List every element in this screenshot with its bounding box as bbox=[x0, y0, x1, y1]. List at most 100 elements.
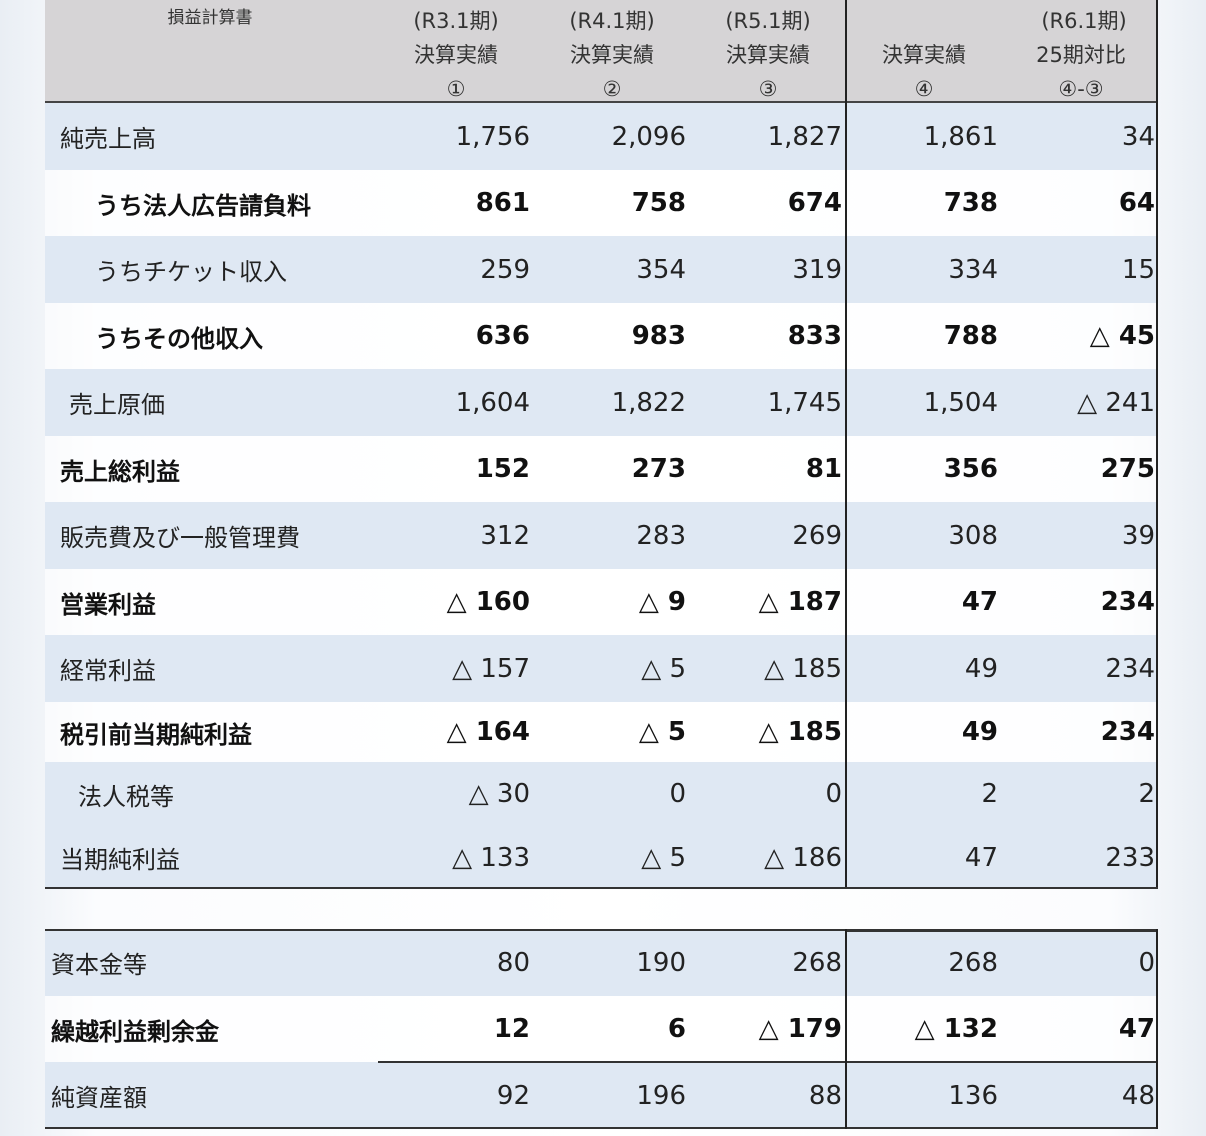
cell-value: 47 bbox=[964, 842, 998, 873]
header-mark: ③ bbox=[758, 77, 778, 101]
row-label: 当期純利益 bbox=[60, 846, 180, 874]
cell-value: 0 bbox=[825, 779, 842, 809]
row-label: 経常利益 bbox=[60, 657, 156, 685]
cell-value: 983 bbox=[631, 321, 686, 351]
header-column-1: (R3.1期) 決算実績 ① bbox=[381, 4, 531, 106]
cell-value: △ 185 bbox=[758, 717, 842, 747]
cell-value: △ 160 bbox=[446, 587, 530, 617]
table-rule bbox=[1156, 929, 1158, 1129]
row-label: 売上原価 bbox=[69, 391, 165, 419]
cell-value: 308 bbox=[948, 520, 998, 551]
cell-value: △ 187 bbox=[758, 587, 842, 617]
cell-value: 0 bbox=[1138, 947, 1155, 978]
cell-value: 2 bbox=[1138, 779, 1155, 809]
table-row: 純売上高 1,756 2,096 1,827 1,861 34 bbox=[45, 103, 1158, 170]
cell-value: 49 bbox=[964, 653, 998, 684]
header-title: 損益計算書 bbox=[167, 8, 253, 28]
cell-value: 39 bbox=[1121, 520, 1155, 551]
header-column-4: (R6.1期) 決算実績 ④ bbox=[849, 4, 1127, 106]
row-label: 法人税等 bbox=[78, 782, 174, 811]
cell-value: △ 132 bbox=[914, 1014, 998, 1044]
header-mark: ② bbox=[602, 77, 622, 101]
table-bottom-border bbox=[45, 887, 1158, 889]
cell-value: 136 bbox=[948, 1080, 998, 1111]
cell-value: 1,822 bbox=[611, 387, 686, 418]
header-label: 決算実績 bbox=[726, 43, 810, 67]
cell-value: 275 bbox=[1100, 454, 1155, 484]
cell-value: △ 133 bbox=[452, 842, 530, 873]
cell-value: 788 bbox=[943, 321, 998, 351]
row-label: 資本金等 bbox=[51, 951, 147, 979]
cell-value: 81 bbox=[805, 454, 842, 484]
table-row: うちその他収入 636 983 833 788 △ 45 bbox=[45, 303, 1158, 369]
table-row: 法人税等 △ 30 0 0 2 2 bbox=[45, 762, 1158, 826]
cell-value: 268 bbox=[792, 947, 842, 978]
header-period: (R3.1期) bbox=[413, 9, 499, 33]
header-label: 決算実績 bbox=[882, 43, 966, 67]
cell-value: 190 bbox=[636, 947, 686, 978]
cell-value: 1,604 bbox=[455, 387, 530, 418]
cell-value: △ 157 bbox=[452, 653, 530, 684]
cell-value: 674 bbox=[787, 188, 842, 218]
table-rule bbox=[45, 929, 1158, 931]
cell-value: 319 bbox=[792, 254, 842, 285]
cell-value: 312 bbox=[480, 520, 530, 551]
table-row: 営業利益 △ 160 △ 9 △ 187 47 234 bbox=[45, 569, 1158, 635]
cell-value: 334 bbox=[948, 254, 998, 285]
table-header: 損益計算書 (R3.1期) 決算実績 ① (R4.1期) 決算実績 ② (R5.1期) 決算実… bbox=[45, 0, 1158, 103]
cell-value: △ 241 bbox=[1077, 387, 1155, 418]
table-row: うち法人広告請負料 861 758 674 738 64 bbox=[45, 170, 1158, 236]
cell-value: 47 bbox=[961, 587, 998, 617]
cell-value: 0 bbox=[669, 779, 686, 809]
header-label: 25期対比 bbox=[1036, 43, 1126, 67]
cell-value: 34 bbox=[1121, 121, 1155, 152]
cell-value: 92 bbox=[496, 1080, 530, 1111]
cell-value: 1,745 bbox=[767, 387, 842, 418]
header-mark: ④-③ bbox=[1058, 77, 1104, 101]
cell-value: 354 bbox=[636, 254, 686, 285]
header-label: 決算実績 bbox=[414, 43, 498, 67]
table-row: 税引前当期純利益 △ 164 △ 5 △ 185 49 234 bbox=[45, 702, 1158, 762]
table-rule bbox=[845, 929, 847, 1129]
cell-value: 48 bbox=[1121, 1080, 1155, 1111]
cell-value: △ 185 bbox=[764, 653, 842, 684]
cell-value: 1,827 bbox=[767, 121, 842, 152]
header-period: (R5.1期) bbox=[725, 9, 811, 33]
cell-value: △ 164 bbox=[446, 717, 530, 747]
header-column-3: (R5.1期) 決算実績 ③ bbox=[693, 4, 843, 106]
cell-value: 233 bbox=[1105, 842, 1155, 873]
cell-value: △ 45 bbox=[1089, 321, 1155, 351]
cell-value: 1,861 bbox=[923, 121, 998, 152]
cell-value: 152 bbox=[475, 454, 530, 484]
cell-value: △ 5 bbox=[641, 842, 686, 873]
cell-value: 49 bbox=[961, 717, 998, 747]
cell-value: 636 bbox=[475, 321, 530, 351]
cell-value: 1,504 bbox=[923, 387, 998, 418]
cell-value: 356 bbox=[943, 454, 998, 484]
row-label: 純売上高 bbox=[60, 125, 156, 153]
cell-value: △ 186 bbox=[764, 842, 842, 873]
table-rule bbox=[378, 1061, 1158, 1063]
cell-value: 234 bbox=[1100, 587, 1155, 617]
table-row: 売上原価 1,604 1,822 1,745 1,504 △ 241 bbox=[45, 369, 1158, 436]
cell-value: 2 bbox=[981, 779, 998, 809]
cell-value: △ 30 bbox=[468, 779, 530, 809]
header-period: (R6.1期) bbox=[1041, 9, 1127, 33]
cell-value: 738 bbox=[943, 188, 998, 218]
income-statement-table: 純売上高 1,756 2,096 1,827 1,861 34 うち法人広告請負料 861 75… bbox=[45, 103, 1158, 889]
row-label: うちチケット収入 bbox=[95, 258, 287, 286]
cell-value: 268 bbox=[948, 947, 998, 978]
cell-value: △ 5 bbox=[638, 717, 686, 747]
header-label: 決算実績 bbox=[570, 43, 654, 67]
cell-value: 234 bbox=[1100, 717, 1155, 747]
cell-value: 861 bbox=[475, 188, 530, 218]
header-column-5: 25期対比 ④-③ bbox=[1006, 4, 1156, 106]
cell-value: 283 bbox=[636, 520, 686, 551]
row-label: 繰越利益剰余金 bbox=[51, 1017, 219, 1046]
header-period: (R4.1期) bbox=[569, 9, 655, 33]
cell-value: 47 bbox=[1118, 1014, 1155, 1044]
header-mark: ① bbox=[446, 77, 466, 101]
row-label: 営業利益 bbox=[60, 590, 156, 619]
column-divider bbox=[1156, 103, 1158, 889]
column-divider bbox=[1156, 0, 1158, 103]
